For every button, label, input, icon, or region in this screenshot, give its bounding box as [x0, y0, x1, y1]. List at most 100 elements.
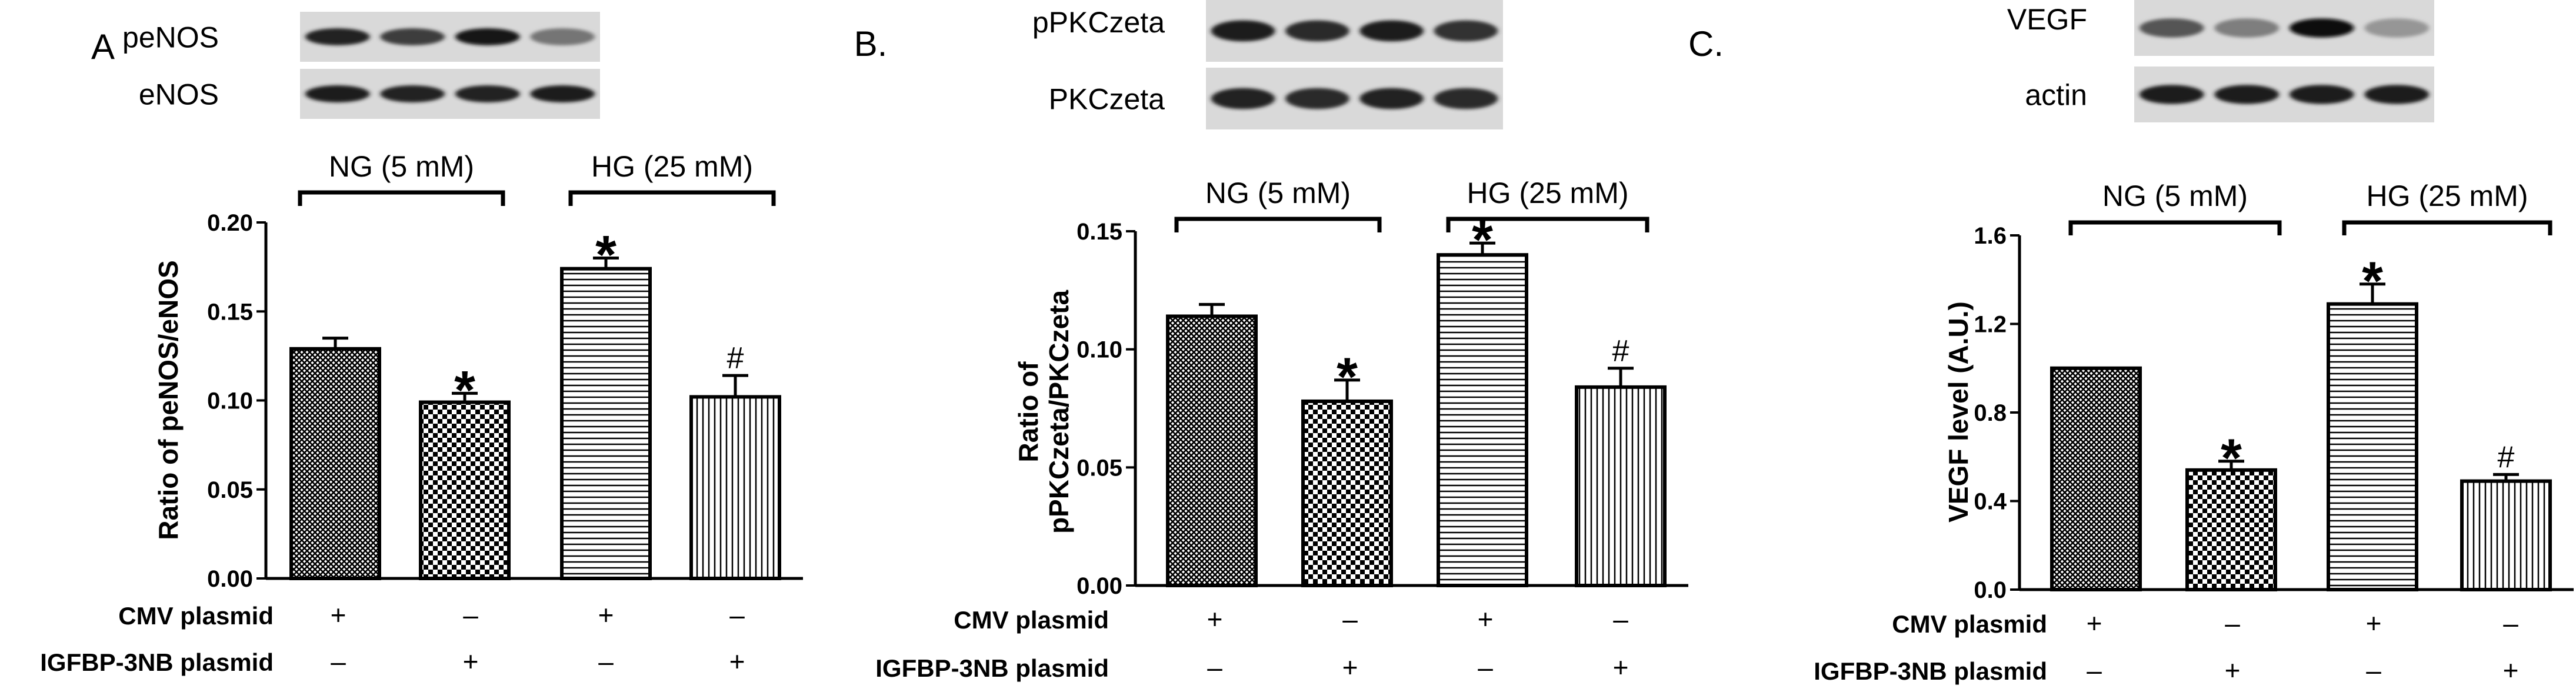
- treatment-sign: +: [2225, 655, 2241, 686]
- y-tick-label: 0.20: [207, 210, 253, 236]
- treatment-sign: –: [331, 646, 346, 677]
- error-bar: [722, 374, 748, 397]
- treatment-sign: –: [463, 600, 478, 630]
- y-axis-label: pPKCzeta/PKCzeta: [1044, 290, 1074, 534]
- blot-band: [1211, 20, 1275, 42]
- significance-marker: *: [595, 225, 616, 285]
- blot-band: [455, 28, 520, 45]
- treatment-sign: +: [598, 600, 614, 630]
- panel-label: C.: [1688, 24, 1724, 64]
- blot-strip: [300, 69, 600, 119]
- treatment-sign: +: [331, 600, 346, 630]
- blot-band: [530, 28, 595, 45]
- y-axis: 0.00 0.05 0.10 0.15: [1077, 219, 1137, 599]
- blot-band: [1285, 88, 1349, 109]
- error-bar: [1334, 378, 1360, 401]
- blot-band: [455, 85, 520, 102]
- blot-band: [1359, 20, 1424, 42]
- blot-strip: [300, 12, 600, 62]
- significance-marker: #: [2498, 440, 2515, 474]
- blot-label: eNOS: [139, 78, 219, 111]
- blot-strip: [2134, 0, 2434, 56]
- y-tick-label: 0.15: [1077, 219, 1122, 245]
- treatment-sign: –: [2087, 655, 2102, 686]
- blot-band: [2364, 18, 2430, 38]
- blot-band: [1434, 88, 1498, 109]
- blot-label: actin: [2025, 79, 2087, 112]
- blot-band: [1211, 88, 1275, 109]
- bar: [2050, 366, 2142, 591]
- blot-label: peNOS: [122, 21, 219, 54]
- blot-band: [530, 85, 595, 102]
- group-bracket: [2342, 220, 2552, 235]
- treatment-sign: +: [2366, 608, 2382, 638]
- bracket-line: [568, 190, 776, 206]
- blot-label: PKCzeta: [1049, 83, 1165, 116]
- blot-band: [2139, 18, 2204, 38]
- y-tick-label: 0.05: [1077, 455, 1122, 481]
- y-tick-label: 0.10: [1077, 337, 1122, 363]
- treatment-sign: +: [463, 646, 479, 677]
- treatment-sign: –: [1478, 652, 1493, 683]
- error-bar: [2493, 473, 2519, 481]
- treatment-label: IGFBP-3NB plasmid: [875, 654, 1109, 682]
- blot-band: [380, 28, 445, 45]
- y-tick-label: 0.00: [1077, 573, 1122, 599]
- blot-band: [2289, 85, 2354, 104]
- blot-band: [380, 85, 445, 102]
- blot-band: [2139, 85, 2204, 104]
- error-bar: [2218, 460, 2244, 470]
- y-axis: 0.00 0.05 0.10 0.15 0.20: [207, 210, 268, 592]
- treatment-sign: +: [2503, 655, 2519, 686]
- bracket-line: [2342, 220, 2552, 235]
- group-label: HG (25 mM): [591, 150, 753, 183]
- significance-marker: *: [2221, 428, 2242, 488]
- bracket-line: [1174, 217, 1382, 232]
- treatment-sign: –: [598, 646, 614, 677]
- bar: [1166, 314, 1258, 587]
- y-tick-label: 0.0: [1974, 577, 2007, 603]
- blot-strip: [2134, 66, 2434, 122]
- treatment-label: IGFBP-3NB plasmid: [1814, 657, 2047, 685]
- error-bar: [593, 257, 619, 269]
- panel-b: B. pPKCzeta PKCzeta 0.00 0.05 0.10 0.15 Ratio o…: [854, 0, 1688, 683]
- bar: [419, 400, 511, 581]
- error-bar: [452, 391, 478, 402]
- blot-label: VEGF: [2007, 3, 2087, 36]
- bar: [2327, 302, 2418, 591]
- treatment-sign: –: [1342, 604, 1358, 634]
- group-label: HG (25 mM): [1467, 177, 1629, 209]
- y-tick-label: 1.6: [1974, 223, 2007, 249]
- group-label: NG (5 mM): [329, 150, 474, 183]
- group-bracket: [1446, 217, 1649, 232]
- treatment-sign: –: [2225, 608, 2240, 638]
- bar: [2460, 479, 2552, 592]
- group-bracket: [568, 190, 776, 206]
- blot-band: [2214, 18, 2280, 38]
- treatment-label: IGFBP-3NB plasmid: [40, 648, 274, 676]
- bracket-line: [1446, 217, 1649, 232]
- treatment-sign: –: [2503, 608, 2518, 638]
- treatment-sign: +: [1478, 604, 1494, 634]
- blot-band: [2214, 85, 2280, 104]
- panel-label: A: [91, 27, 115, 66]
- bar: [1575, 385, 1667, 587]
- significance-marker: *: [454, 360, 475, 420]
- bar: [560, 267, 652, 580]
- group-label: NG (5 mM): [1205, 177, 1351, 209]
- y-tick-label: 0.05: [207, 477, 253, 503]
- y-tick-label: 0.10: [207, 388, 253, 414]
- treatment-sign: –: [2366, 655, 2381, 686]
- significance-marker: #: [727, 341, 744, 375]
- bracket-line: [298, 190, 505, 206]
- treatment-sign: +: [2087, 608, 2102, 638]
- panel-label: B.: [854, 24, 888, 64]
- blot-band: [1285, 20, 1349, 42]
- bar: [289, 347, 381, 581]
- treatment-label: CMV plasmid: [1892, 610, 2047, 638]
- blot-band: [2289, 18, 2354, 38]
- error-bar: [322, 337, 348, 349]
- blot-band: [1434, 20, 1498, 42]
